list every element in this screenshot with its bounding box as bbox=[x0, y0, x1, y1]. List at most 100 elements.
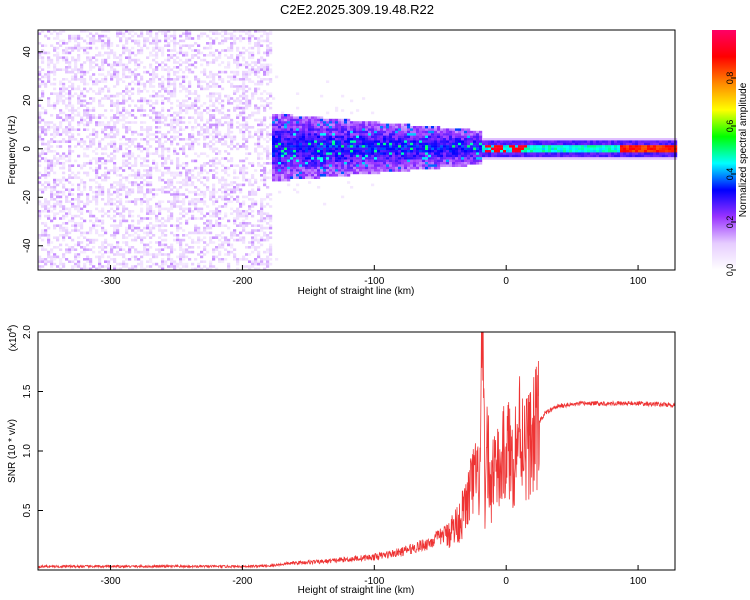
heatmap-cell bbox=[266, 154, 270, 158]
heatmap-cell bbox=[329, 154, 333, 158]
heatmap-cell bbox=[59, 260, 63, 263]
heatmap-cell bbox=[134, 82, 138, 86]
heatmap-cell bbox=[170, 265, 174, 268]
heatmap-cell bbox=[113, 75, 117, 79]
heatmap-cell bbox=[230, 207, 234, 211]
heatmap-cell bbox=[200, 198, 204, 201]
heatmap-cell bbox=[266, 145, 270, 148]
heatmap-cell bbox=[221, 186, 225, 189]
heatmap-cell bbox=[257, 212, 261, 215]
heatmap-cell bbox=[98, 193, 102, 196]
heatmap-cell bbox=[257, 130, 261, 134]
heatmap-cell bbox=[182, 145, 186, 148]
heatmap-cell bbox=[95, 238, 99, 242]
heatmap-cell bbox=[122, 234, 126, 237]
heatmap-cell bbox=[326, 147, 330, 151]
heatmap-cell bbox=[86, 128, 90, 131]
heatmap-cell bbox=[206, 128, 210, 131]
heatmap-cell bbox=[383, 142, 387, 146]
heatmap-cell bbox=[437, 147, 441, 151]
heatmap-cell bbox=[80, 241, 84, 244]
heatmap-cell bbox=[65, 222, 69, 225]
heatmap-cell bbox=[251, 198, 255, 201]
heatmap-cell bbox=[314, 152, 318, 155]
heatmap-cell bbox=[401, 138, 405, 141]
heatmap-cell bbox=[38, 212, 42, 215]
heatmap-cell bbox=[467, 147, 471, 151]
heatmap-cell bbox=[260, 219, 264, 223]
heatmap-cell bbox=[356, 159, 360, 163]
heatmap-cell bbox=[359, 123, 363, 127]
heatmap-cell bbox=[374, 126, 378, 129]
heatmap-cell bbox=[77, 99, 81, 103]
heatmap-cell bbox=[404, 147, 408, 151]
heatmap-cell bbox=[41, 238, 45, 242]
heatmap-cell bbox=[149, 51, 153, 55]
heatmap-cell bbox=[137, 174, 141, 177]
heatmap-cell bbox=[200, 133, 204, 136]
heatmap-cell bbox=[236, 126, 240, 129]
heatmap-cell bbox=[233, 34, 237, 38]
heatmap-cell bbox=[455, 159, 459, 163]
heatmap-cell bbox=[359, 128, 363, 131]
heatmap-cell bbox=[449, 164, 453, 167]
heatmap-cell bbox=[53, 130, 57, 134]
heatmap-cell bbox=[245, 70, 249, 74]
heatmap-cell bbox=[182, 104, 186, 107]
heatmap-cell bbox=[407, 135, 411, 139]
heatmap-cell bbox=[323, 147, 327, 151]
heatmap-cell bbox=[362, 157, 366, 160]
heatmap-cell bbox=[242, 219, 246, 223]
heatmap-cell bbox=[281, 171, 285, 175]
heatmap-cell bbox=[155, 164, 159, 167]
heatmap-cell bbox=[311, 171, 315, 175]
heatmap-cell bbox=[335, 123, 339, 127]
heatmap-cell bbox=[134, 226, 138, 230]
heatmap-cell bbox=[230, 243, 234, 247]
heatmap-cell bbox=[161, 258, 165, 261]
heatmap-cell bbox=[194, 226, 198, 230]
heatmap-cell bbox=[254, 238, 258, 242]
heatmap-cell bbox=[353, 150, 357, 153]
heatmap-cell bbox=[245, 253, 249, 256]
heatmap-cell bbox=[266, 46, 270, 50]
heatmap-cell bbox=[137, 109, 141, 112]
heatmap-cell bbox=[428, 130, 432, 134]
heatmap-cell bbox=[176, 51, 180, 55]
heatmap-cell bbox=[128, 56, 132, 59]
heatmap-cell bbox=[461, 147, 465, 151]
heatmap-cell bbox=[362, 145, 366, 148]
heatmap-cell bbox=[443, 138, 447, 141]
heatmap-cell bbox=[173, 150, 177, 153]
heatmap-cell bbox=[233, 90, 237, 93]
heatmap-cell bbox=[248, 54, 252, 57]
heatmap-cell bbox=[398, 130, 402, 134]
heatmap-cell bbox=[155, 121, 159, 124]
heatmap-cell bbox=[68, 99, 72, 103]
heatmap-cell bbox=[296, 162, 300, 165]
heatmap-cell bbox=[296, 147, 300, 151]
heatmap-cell bbox=[113, 70, 117, 74]
heatmap-cell bbox=[116, 207, 120, 211]
heatmap-cell bbox=[71, 188, 75, 191]
heatmap-cell bbox=[239, 111, 243, 115]
heatmap-cell bbox=[113, 54, 117, 57]
heatmap-cell bbox=[257, 39, 261, 43]
heatmap-cell bbox=[107, 133, 111, 136]
heatmap-cell bbox=[212, 250, 216, 254]
heatmap-cell bbox=[50, 150, 54, 153]
heatmap-cell bbox=[251, 193, 255, 196]
heatmap-cell bbox=[128, 121, 132, 124]
heatmap-cell bbox=[269, 250, 273, 254]
heatmap-cell bbox=[122, 152, 126, 155]
heatmap-cell bbox=[383, 135, 387, 139]
heatmap-cell bbox=[224, 183, 228, 187]
heatmap-cell bbox=[104, 128, 108, 131]
heatmap-cell bbox=[155, 114, 159, 117]
heatmap-cell bbox=[254, 63, 258, 67]
heatmap-cell bbox=[146, 159, 150, 163]
heatmap-cell bbox=[128, 188, 132, 191]
heatmap-cell bbox=[383, 130, 387, 134]
heatmap-cell bbox=[245, 145, 249, 148]
heatmap-cell bbox=[65, 226, 69, 230]
